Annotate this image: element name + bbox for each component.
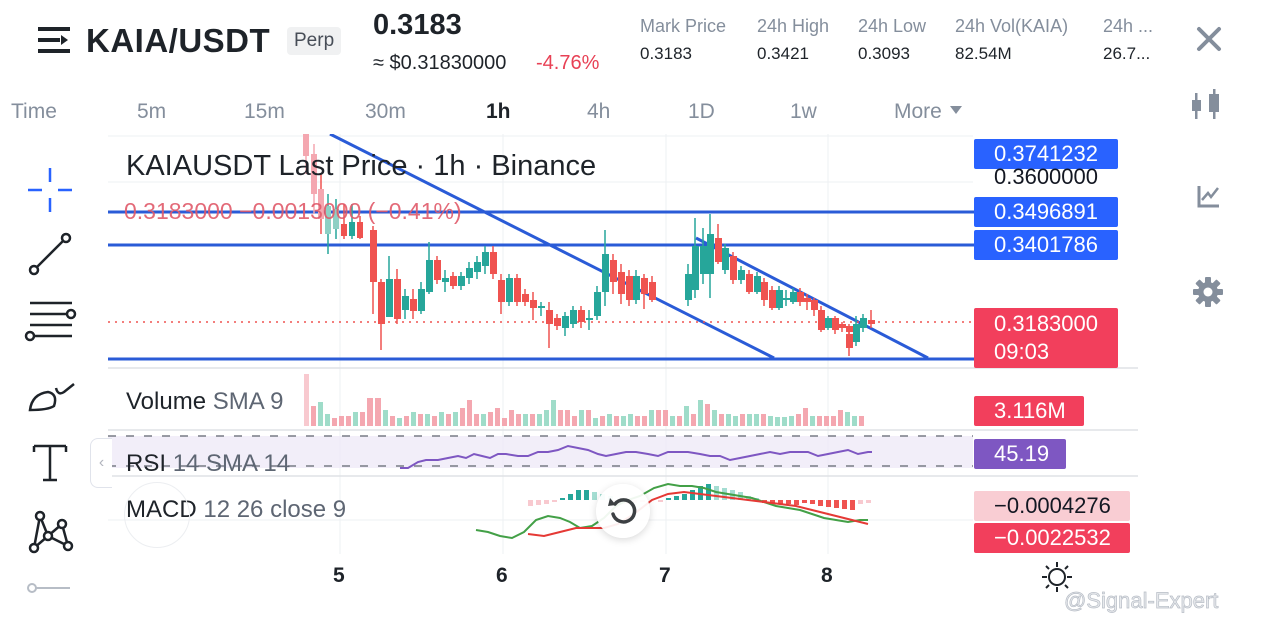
tab-1w[interactable]: 1w: [790, 100, 817, 123]
stat-value: 0.3183: [640, 44, 692, 63]
contract-badge: Perp: [287, 27, 342, 55]
x-axis-label: 7: [659, 564, 671, 587]
candle-countdown: 09:03: [994, 339, 1050, 364]
stat-24h-low: 24h Low 0.3093: [858, 16, 926, 64]
stat-24h-high: 24h High 0.3421: [757, 16, 829, 64]
current-price-tag: 0.3183000 09:03: [974, 308, 1118, 368]
price-tag-line-3: 0.3401786: [974, 230, 1118, 260]
reset-icon: [608, 498, 637, 524]
x-axis-label: 8: [821, 564, 833, 587]
stat-label: 24h Vol(KAIA): [955, 16, 1069, 36]
reset-chart-button[interactable]: [596, 484, 650, 538]
tab-1d[interactable]: 1D: [688, 100, 715, 123]
timeframe-tabs: Time 5m 15m 30m 1h 4h 1D 1w More: [0, 96, 990, 132]
indicator-name: RSI: [126, 450, 167, 477]
stat-value: 26.7...: [1103, 44, 1151, 63]
collapse-legend-button[interactable]: ‹: [90, 438, 112, 488]
last-price: 0.3183: [373, 9, 462, 41]
x-axis-label: 5: [333, 564, 345, 587]
close-icon[interactable]: [1194, 24, 1224, 54]
tab-1h[interactable]: 1h: [486, 100, 511, 123]
tab-more[interactable]: More: [894, 100, 962, 124]
chart-area[interactable]: KAIAUSDT Last Price · 1h · Binance 0.318…: [108, 134, 1138, 554]
indicator-name: Volume: [126, 388, 207, 415]
measure-icon[interactable]: [22, 568, 78, 622]
indicator-params: 14 SMA 14: [172, 450, 291, 477]
rsi-indicator-label[interactable]: RSI 14 SMA 14: [126, 450, 290, 478]
watermark: @Signal-Expert: [1064, 588, 1219, 614]
price-chart-canvas[interactable]: [108, 134, 1138, 554]
indicator-params: 12 26 close 9: [203, 496, 347, 523]
price-axis-level: 0.3600000: [994, 164, 1098, 189]
candles-icon[interactable]: [1188, 86, 1228, 126]
stat-label: 24h ...: [1103, 16, 1154, 36]
theme-toggle-icon[interactable]: [1040, 560, 1074, 594]
tab-15m[interactable]: 15m: [244, 100, 285, 123]
pair-title[interactable]: KAIA/USDT: [86, 22, 271, 59]
stat-value: 0.3093: [858, 44, 910, 63]
pattern-icon[interactable]: [22, 502, 78, 558]
price-tag-line-2: 0.3496891: [974, 197, 1118, 227]
stat-label: 24h Low: [858, 16, 927, 36]
settings-icon[interactable]: [1188, 272, 1228, 312]
caret-down-icon: [949, 106, 962, 114]
stat-mark-price: Mark Price 0.3183: [640, 16, 726, 64]
text-icon[interactable]: [22, 434, 78, 490]
trend-line-icon[interactable]: [22, 226, 78, 282]
macd-signal-tag: −0.0022532: [974, 523, 1130, 553]
indicator-params: SMA 9: [212, 388, 284, 415]
tab-5m[interactable]: 5m: [137, 100, 167, 123]
fib-retracement-icon[interactable]: [22, 294, 78, 350]
header: KAIA/USDT Perp 0.3183 ≈ $0.31830000 -4.7…: [0, 0, 1280, 92]
volume-indicator-label[interactable]: Volume SMA 9: [126, 388, 283, 416]
stat-24h-vol: 24h Vol(KAIA) 82.54M: [955, 16, 1068, 64]
chart-legend-ohlc: 0.3183000 −0.0013000 (−0.41%): [124, 198, 462, 224]
macd-value-tag: −0.0004276: [974, 491, 1130, 521]
brush-icon[interactable]: [22, 366, 78, 422]
tab-4h[interactable]: 4h: [587, 100, 611, 123]
change-percent: -4.76%: [536, 52, 600, 74]
x-axis-label: 6: [496, 564, 508, 587]
stat-24h-turnover: 24h ... 26.7...: [1103, 16, 1153, 64]
tradingview-logo: [124, 482, 190, 548]
price-tag-line-top: 0.3741232: [974, 139, 1118, 169]
stat-value: 0.3421: [757, 44, 809, 63]
current-price-value: 0.3183000: [994, 311, 1098, 336]
stat-label: 24h High: [757, 16, 830, 36]
indicators-icon[interactable]: [1188, 176, 1228, 216]
tab-30m[interactable]: 30m: [365, 100, 406, 123]
crosshair-icon[interactable]: [22, 162, 78, 218]
tab-more-label: More: [894, 100, 942, 123]
stat-value: 82.54M: [955, 44, 1012, 63]
rsi-value-tag: 45.19: [974, 439, 1066, 469]
tab-time[interactable]: Time: [11, 100, 57, 123]
chart-legend-title: KAIAUSDT Last Price · 1h · Binance: [126, 150, 597, 182]
drawing-toolbar: [0, 140, 100, 622]
volume-value-tag: 3.116M: [974, 396, 1084, 426]
stat-label: Mark Price: [640, 16, 727, 36]
usd-price: ≈ $0.31830000: [373, 52, 507, 74]
menu-icon[interactable]: [38, 26, 72, 54]
